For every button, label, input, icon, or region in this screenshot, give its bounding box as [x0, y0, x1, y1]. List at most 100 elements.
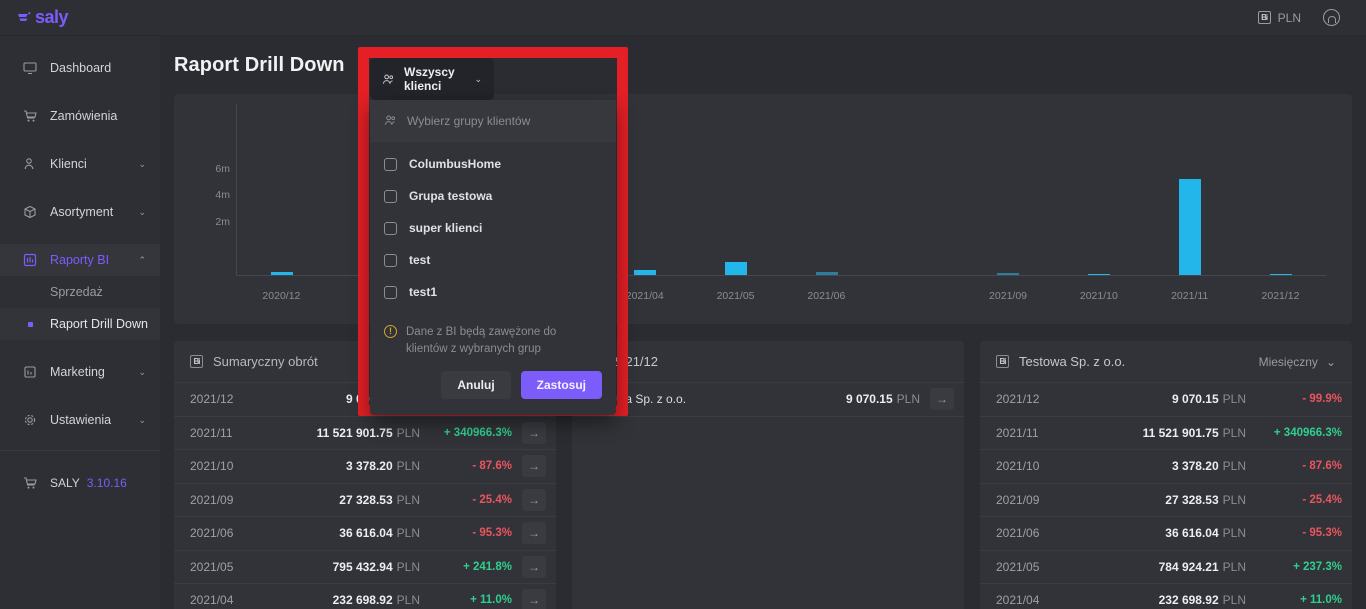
- chart-x-axis-line: [237, 275, 1326, 276]
- table-row[interactable]: 2021/06 36 616.04 PLN - 95.3% →: [174, 517, 556, 551]
- chart-bar-cell[interactable]: [872, 104, 963, 275]
- chevron-down-icon: ⌄: [138, 414, 146, 425]
- row-drill-down[interactable]: →: [512, 421, 546, 444]
- table-row[interactable]: 2021/05 795 432.94 PLN + 241.8% →: [174, 551, 556, 584]
- chart-bar-cell[interactable]: [1054, 104, 1145, 275]
- saly-cart-icon: [17, 11, 32, 24]
- row-amount: 232 698.92 PLN: [1158, 593, 1246, 608]
- sidebar-item-dashboard[interactable]: Dashboard: [0, 52, 160, 84]
- table-row[interactable]: 2021/06 36 616.04 PLN - 95.3%: [980, 517, 1352, 551]
- app-logo-text: saly: [35, 7, 69, 27]
- people-icon: [382, 73, 395, 86]
- row-date: 2021/11: [996, 425, 1039, 440]
- client-group-option-label: test: [409, 253, 431, 267]
- row-amount: 11 521 901.75 PLN: [316, 425, 420, 440]
- table-row[interactable]: 2021/09 27 328.53 PLN - 25.4%: [980, 484, 1352, 517]
- row-delta: + 11.0%: [470, 594, 512, 607]
- apply-button[interactable]: Zastosuj: [520, 371, 602, 400]
- x-tick-label-empty: [872, 290, 963, 302]
- chart-bar: [634, 270, 657, 275]
- sidebar: Dashboard Zamówienia Klienci ⌄ Asortymen…: [0, 36, 160, 609]
- table-row[interactable]: 2021/05 784 924.21 PLN + 237.3%: [980, 551, 1352, 584]
- currency-selector[interactable]: Bi PLN: [1257, 11, 1301, 25]
- row-drill-down[interactable]: →: [512, 589, 546, 609]
- sidebar-item-label: Asortyment: [50, 205, 114, 219]
- page-title: Raport Drill Down: [174, 53, 345, 76]
- bi-report-icon: Bi: [190, 355, 203, 368]
- cancel-button[interactable]: Anuluj: [441, 371, 511, 400]
- period-label: Miesięczny: [1258, 354, 1318, 369]
- client-group-search[interactable]: Wybierz grupy klientów: [370, 100, 616, 142]
- table-row[interactable]: Testowa Sp. z o.o. 9 070.15 PLN →: [572, 383, 964, 417]
- client-group-option-label: Grupa testowa: [409, 189, 493, 203]
- client-group-option[interactable]: super klienci: [370, 212, 616, 244]
- y-tick-label: 4m: [215, 189, 230, 201]
- row-drill-down[interactable]: →: [512, 488, 546, 511]
- chart-bar-cell[interactable]: [1145, 104, 1236, 275]
- client-group-option[interactable]: Grupa testowa: [370, 180, 616, 212]
- chart-bar-cell[interactable]: [963, 104, 1054, 275]
- table-row[interactable]: 2021/11 11 521 901.75 PLN + 340966.3% →: [174, 417, 556, 450]
- x-tick-label: 2021/10: [1079, 290, 1118, 302]
- table-row[interactable]: 2021/11 11 521 901.75 PLN + 340966.3%: [980, 417, 1352, 450]
- row-amount: 795 432.94 PLN: [332, 559, 420, 574]
- checkbox-icon[interactable]: [384, 285, 397, 299]
- period-selector[interactable]: Miesięczny ⌄: [1259, 355, 1336, 369]
- table-row[interactable]: 2021/10 3 378.20 PLN - 87.6% →: [174, 450, 556, 484]
- panel-detail: Bi Testowa Sp. z o.o. Miesięczny ⌄ 2021/…: [980, 341, 1352, 609]
- chart-bar: [1088, 274, 1111, 275]
- row-delta: - 87.6%: [472, 460, 512, 473]
- sidebar-subitem-sprzedaz[interactable]: Sprzedaż: [0, 276, 160, 308]
- sidebar-item-marketing[interactable]: Marketing ⌄: [0, 356, 160, 388]
- sidebar-item-raporty-bi[interactable]: Raporty BI ⌃: [0, 244, 160, 276]
- row-drill-down[interactable]: →: [920, 388, 954, 411]
- table-row[interactable]: 2021/04 232 698.92 PLN + 11.0%: [980, 584, 1352, 609]
- checkbox-icon[interactable]: [384, 253, 397, 267]
- row-amount: 3 378.20 PLN: [1171, 459, 1246, 474]
- chart-bar-cell[interactable]: [691, 104, 782, 275]
- row-delta: + 340966.3%: [1273, 426, 1342, 439]
- row-amount: 11 521 901.75 PLN: [1142, 425, 1246, 440]
- client-group-dropdown: Wszyscy klienci ⌄ Wybierz grupy klientów…: [370, 58, 616, 416]
- sidebar-item-ustawienia[interactable]: Ustawienia ⌄: [0, 404, 160, 436]
- client-group-option[interactable]: ColumbusHome: [370, 148, 616, 180]
- panel-clients: Bi 2021/12 Testowa Sp. z o.o. 9 070.15PL…: [572, 341, 964, 609]
- chart-bar-cell[interactable]: [782, 104, 873, 275]
- table-row[interactable]: 2021/12 9 070.15 PLN - 99.9%: [980, 383, 1352, 417]
- chevron-down-icon: ⌄: [138, 206, 146, 217]
- row-drill-down[interactable]: →: [512, 522, 546, 545]
- chart-bar-cell[interactable]: [600, 104, 691, 275]
- row-amount: 3 378.20 PLN: [345, 459, 420, 474]
- sidebar-item-label: Dashboard: [50, 61, 112, 75]
- client-group-options: ColumbusHome Grupa testowa super klienci…: [370, 142, 616, 310]
- sidebar-subitem-raport-drill-down[interactable]: Raport Drill Down: [0, 308, 160, 340]
- table-row[interactable]: 2021/04 232 698.92 PLN + 11.0% →: [174, 584, 556, 609]
- chart-bar-cell[interactable]: [237, 104, 328, 275]
- main-content: Raport Drill Down ad. 4 6m 4m 2m: [160, 36, 1366, 609]
- table-row[interactable]: 2021/10 3 378.20 PLN - 87.6%: [980, 450, 1352, 484]
- panel-detail-rows: 2021/12 9 070.15 PLN - 99.9% 2021/11 11 5…: [980, 383, 1352, 609]
- row-drill-down[interactable]: →: [512, 555, 546, 578]
- sidebar-item-asortyment[interactable]: Asortyment ⌄: [0, 196, 160, 228]
- x-tick-label: 2021/04: [625, 290, 664, 302]
- sidebar-item-klienci[interactable]: Klienci ⌄: [0, 148, 160, 180]
- user-circle-icon[interactable]: [1323, 9, 1340, 26]
- row-date: 2021/05: [996, 559, 1040, 574]
- checkbox-icon[interactable]: [384, 157, 397, 171]
- client-group-trigger[interactable]: Wszyscy klienci ⌄: [370, 58, 494, 100]
- checkbox-icon[interactable]: [384, 221, 397, 235]
- client-group-option[interactable]: test: [370, 244, 616, 276]
- table-row[interactable]: 2021/09 27 328.53 PLN - 25.4% →: [174, 484, 556, 517]
- chart-y-axis: 6m 4m 2m: [194, 94, 230, 324]
- row-drill-down[interactable]: →: [512, 455, 546, 478]
- checkbox-icon[interactable]: [384, 189, 397, 203]
- app-logo[interactable]: saly: [0, 7, 160, 28]
- sidebar-item-label: Ustawienia: [50, 413, 112, 427]
- client-group-option[interactable]: test1: [370, 276, 616, 308]
- row-date: 2021/04: [190, 593, 234, 608]
- turnover-bar-chart: 6m 4m 2m: [174, 94, 1352, 324]
- sidebar-item-zamowienia[interactable]: Zamówienia: [0, 100, 160, 132]
- row-date: 2021/11: [190, 425, 233, 440]
- chart-bar-cell[interactable]: [1235, 104, 1326, 275]
